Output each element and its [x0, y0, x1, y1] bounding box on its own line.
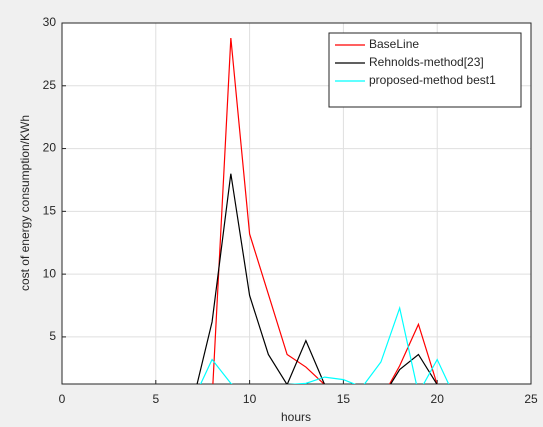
x-tick-label: 15 [337, 392, 351, 406]
x-tick-label: 5 [152, 392, 159, 406]
legend-label: proposed-method best1 [369, 73, 496, 87]
legend-label: Rehnolds-method[23] [369, 55, 484, 69]
y-tick-label: 25 [43, 78, 57, 92]
y-tick-label: 30 [43, 15, 57, 29]
lines [196, 38, 450, 384]
y-axis-label: cost of energy consumption/KWh [18, 115, 32, 291]
legend-box [328, 32, 522, 108]
legend-label: BaseLine [369, 37, 419, 51]
x-tick-label: 25 [524, 392, 538, 406]
y-tick-label: 20 [43, 141, 57, 155]
series-line [199, 305, 450, 384]
x-axis-label: hours [281, 410, 311, 424]
series-line [212, 38, 438, 384]
y-tick-label: 10 [43, 266, 57, 280]
x-tick-label: 10 [243, 392, 257, 406]
x-tick-label: 0 [59, 392, 66, 406]
x-tick-label: 20 [431, 392, 445, 406]
y-tick-label: 15 [43, 204, 57, 218]
y-tick-label: 5 [49, 329, 56, 343]
